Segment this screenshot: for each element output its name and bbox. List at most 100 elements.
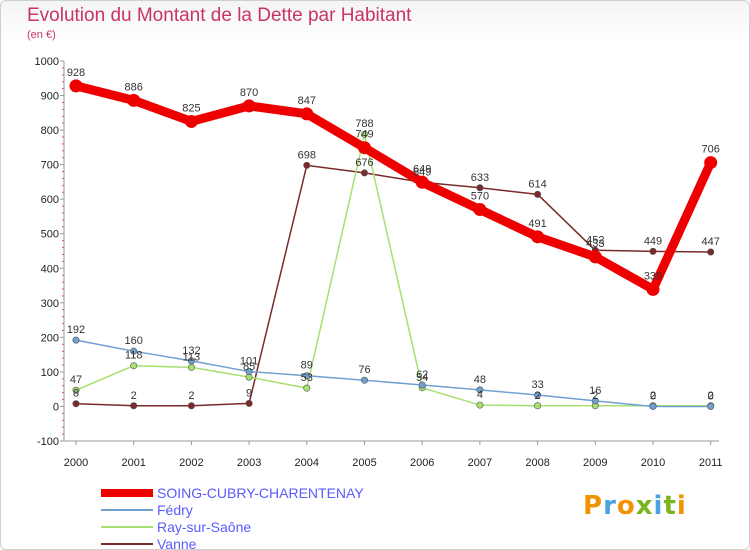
legend-swatch xyxy=(101,526,153,528)
data-label: 2 xyxy=(131,390,137,402)
x-tick-label: 2005 xyxy=(352,457,376,469)
x-tick-label: 2002 xyxy=(179,457,203,469)
data-label: 118 xyxy=(125,350,143,362)
logo-letter: r xyxy=(603,491,617,521)
data-label: 8 xyxy=(73,388,79,400)
data-label: 160 xyxy=(125,335,143,347)
legend-label: Vanne xyxy=(157,536,197,550)
series-point-1 xyxy=(534,391,542,399)
x-tick-label: 2004 xyxy=(295,457,319,469)
legend-swatch xyxy=(101,489,153,497)
x-tick-label: 2001 xyxy=(121,457,145,469)
series-point-0 xyxy=(646,282,660,296)
series-line-2 xyxy=(75,133,712,407)
data-label: 2 xyxy=(708,390,714,402)
logo-letter: o xyxy=(616,491,636,521)
series-point-1 xyxy=(130,347,138,355)
y-tick-label: 900 xyxy=(41,91,59,103)
x-tick-label: 2011 xyxy=(699,457,723,469)
series-point-3 xyxy=(707,248,715,256)
data-label: 433 xyxy=(586,238,604,250)
series-line-3 xyxy=(75,164,712,407)
data-label: 53 xyxy=(301,372,313,384)
data-label: 0 xyxy=(708,390,714,402)
series-point-1 xyxy=(187,357,195,365)
series-point-2 xyxy=(130,362,138,370)
y-tick-label: 200 xyxy=(41,332,59,344)
data-label: 339 xyxy=(644,270,662,282)
series-point-3 xyxy=(72,400,80,408)
y-tick-label: 300 xyxy=(41,298,59,310)
data-label: 706 xyxy=(702,144,720,156)
series-point-3 xyxy=(360,169,368,177)
logo-letter: x xyxy=(635,491,654,521)
chart-subtitle: (en €) xyxy=(27,29,56,41)
x-tick-label: 2006 xyxy=(410,457,434,469)
y-tick-label: 100 xyxy=(41,367,59,379)
y-tick-label: 600 xyxy=(41,194,59,206)
series-point-3 xyxy=(303,161,311,169)
y-tick-label: 0 xyxy=(53,401,59,413)
y-tick-label: 500 xyxy=(41,229,59,241)
series-line-1 xyxy=(75,339,712,408)
data-label: 847 xyxy=(298,95,316,107)
proxiti-logo: Proxiti xyxy=(583,491,687,521)
data-label: 192 xyxy=(67,324,85,336)
series-point-0 xyxy=(415,175,429,189)
series-point-3 xyxy=(476,184,484,192)
x-tick-label: 2008 xyxy=(525,457,549,469)
data-label: 4 xyxy=(477,389,483,401)
series-point-0 xyxy=(704,156,718,170)
data-label: 886 xyxy=(125,81,143,93)
series-point-1 xyxy=(72,336,80,344)
series-point-0 xyxy=(69,79,83,93)
series-point-2 xyxy=(476,401,484,409)
series-point-3 xyxy=(534,190,542,198)
data-label: 132 xyxy=(182,345,200,357)
series-point-0 xyxy=(588,250,602,264)
series-point-1 xyxy=(245,368,253,376)
data-label: 698 xyxy=(298,149,316,161)
series-point-0 xyxy=(127,93,141,107)
series-point-3 xyxy=(130,402,138,410)
data-label: 570 xyxy=(471,191,489,203)
chart-title: Evolution du Montant de la Dette par Hab… xyxy=(27,5,412,26)
series-point-3 xyxy=(245,399,253,407)
series-point-2 xyxy=(360,130,368,138)
data-label: 89 xyxy=(301,360,313,372)
logo-letter: t xyxy=(663,491,677,521)
x-tick-label: 2000 xyxy=(64,457,88,469)
series-point-2 xyxy=(187,363,195,371)
series-point-0 xyxy=(473,203,487,217)
y-tick-label: 700 xyxy=(41,160,59,172)
data-label: 825 xyxy=(182,102,200,114)
series-point-1 xyxy=(707,402,715,410)
data-label: 48 xyxy=(474,374,486,386)
y-tick-label: 400 xyxy=(41,263,59,275)
data-label: 9 xyxy=(246,387,252,399)
data-label: 649 xyxy=(413,166,431,178)
data-label: 113 xyxy=(183,351,201,363)
data-label: 0 xyxy=(650,390,656,402)
data-label: 676 xyxy=(355,157,373,169)
data-label: 447 xyxy=(702,236,720,248)
series-point-0 xyxy=(358,141,371,155)
x-tick-label: 2010 xyxy=(641,457,665,469)
y-tick-label: -100 xyxy=(37,436,59,448)
data-label: 54 xyxy=(416,372,428,384)
data-label: 633 xyxy=(471,172,489,184)
data-label: 76 xyxy=(358,364,370,376)
series-point-1 xyxy=(591,397,599,405)
series-point-0 xyxy=(300,107,314,121)
series-point-2 xyxy=(72,386,80,394)
series-point-3 xyxy=(187,402,195,410)
data-label: 101 xyxy=(240,356,258,368)
data-label: 2 xyxy=(650,390,656,402)
series-point-1 xyxy=(360,376,368,384)
x-tick-label: 2003 xyxy=(237,457,261,469)
y-tick-label: 800 xyxy=(41,125,59,137)
legend-label: SOING-CUBRY-CHARENTENAY xyxy=(157,485,364,501)
logo-letter: i xyxy=(676,491,687,521)
